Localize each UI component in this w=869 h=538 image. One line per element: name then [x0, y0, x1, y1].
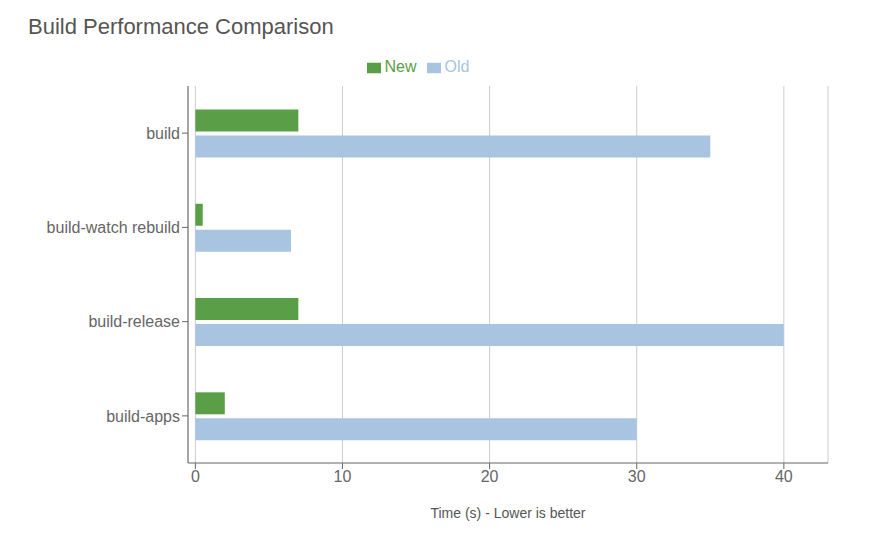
svg-text:0: 0 — [191, 468, 200, 485]
html-text:Old: Old — [444, 58, 470, 75]
svg-text:build-watch rebuild: build-watch rebuild — [47, 219, 180, 236]
svg-text:build-apps: build-apps — [106, 408, 180, 425]
svg-text:40: 40 — [775, 468, 793, 485]
html-text:New: New — [384, 58, 417, 75]
svg-text:20: 20 — [481, 468, 499, 485]
svg-text:30: 30 — [628, 468, 646, 485]
html-text:Build Performance Comparison: Build Performance Comparison — [28, 14, 334, 39]
svg-text:Time (s) - Lower is better: Time (s) - Lower is better — [430, 505, 585, 521]
svg-text:build-release: build-release — [88, 313, 180, 330]
svg-text:10: 10 — [334, 468, 352, 485]
svg-text:build: build — [146, 125, 180, 142]
